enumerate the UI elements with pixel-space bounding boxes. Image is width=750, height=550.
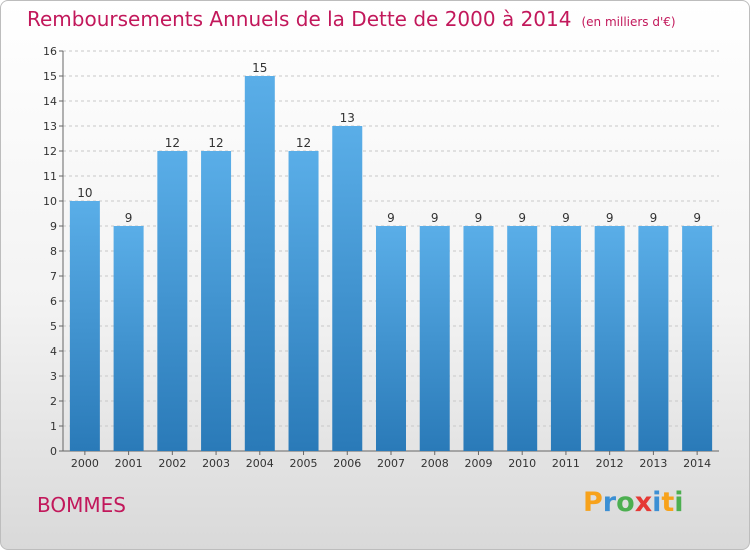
- bar: [507, 226, 538, 451]
- x-tick-label: 2006: [333, 457, 361, 470]
- y-tick-label: 2: [50, 395, 57, 408]
- data-label: 9: [475, 211, 483, 225]
- proxiti-logo: Proxiti: [583, 487, 684, 518]
- x-tick-label: 2007: [377, 457, 405, 470]
- y-tick-label: 14: [43, 95, 57, 108]
- title-text: Remboursements Annuels de la Dette de 20…: [27, 7, 572, 31]
- data-label: 9: [125, 211, 133, 225]
- y-tick-label: 4: [50, 345, 57, 358]
- bar: [69, 201, 100, 451]
- y-tick-label: 7: [50, 270, 57, 283]
- data-label: 9: [518, 211, 526, 225]
- x-tick-label: 2002: [158, 457, 186, 470]
- bar: [332, 126, 363, 451]
- x-tick-label: 2005: [290, 457, 318, 470]
- data-label: 9: [387, 211, 395, 225]
- bar: [638, 226, 669, 451]
- x-tick-label: 2000: [71, 457, 99, 470]
- bar: [201, 151, 232, 451]
- bar: [594, 226, 625, 451]
- x-tick-label: 2001: [115, 457, 143, 470]
- y-tick-label: 10: [43, 195, 57, 208]
- y-tick-label: 6: [50, 295, 57, 308]
- x-tick-label: 2003: [202, 457, 230, 470]
- data-label: 13: [340, 111, 355, 125]
- y-tick-label: 16: [43, 45, 57, 58]
- bar: [419, 226, 450, 451]
- y-tick-label: 1: [50, 420, 57, 433]
- y-tick-label: 11: [43, 170, 57, 183]
- y-tick-label: 15: [43, 70, 57, 83]
- bar: [682, 226, 713, 451]
- data-label: 12: [208, 136, 223, 150]
- data-label: 9: [562, 211, 570, 225]
- x-tick-label: 2010: [508, 457, 536, 470]
- data-label: 12: [165, 136, 180, 150]
- data-label: 9: [431, 211, 439, 225]
- bar: [463, 226, 494, 451]
- chart-title: Remboursements Annuels de la Dette de 20…: [27, 7, 676, 31]
- x-tick-label: 2009: [464, 457, 492, 470]
- bar: [113, 226, 144, 451]
- x-tick-label: 2008: [421, 457, 449, 470]
- data-label: 9: [693, 211, 701, 225]
- bar: [376, 226, 406, 451]
- y-tick-label: 13: [43, 120, 57, 133]
- y-tick-label: 0: [50, 445, 57, 458]
- y-tick-label: 9: [50, 220, 57, 233]
- unit-label: (en milliers d'€): [581, 15, 676, 29]
- y-tick-label: 5: [50, 320, 57, 333]
- data-label: 10: [77, 186, 92, 200]
- bar: [288, 151, 319, 451]
- x-tick-label: 2013: [639, 457, 667, 470]
- x-tick-label: 2011: [552, 457, 580, 470]
- y-tick-label: 12: [43, 145, 57, 158]
- bar: [157, 151, 188, 451]
- data-label: 12: [296, 136, 311, 150]
- commune-name: BOMMES: [37, 493, 126, 517]
- bar: [244, 76, 275, 451]
- x-tick-label: 2004: [246, 457, 274, 470]
- x-tick-label: 2012: [596, 457, 624, 470]
- y-tick-label: 8: [50, 245, 57, 258]
- x-tick-label: 2014: [683, 457, 711, 470]
- bar: [550, 226, 581, 451]
- y-tick-label: 3: [50, 370, 57, 383]
- data-label: 15: [252, 61, 267, 75]
- data-label: 9: [650, 211, 658, 225]
- data-label: 9: [606, 211, 614, 225]
